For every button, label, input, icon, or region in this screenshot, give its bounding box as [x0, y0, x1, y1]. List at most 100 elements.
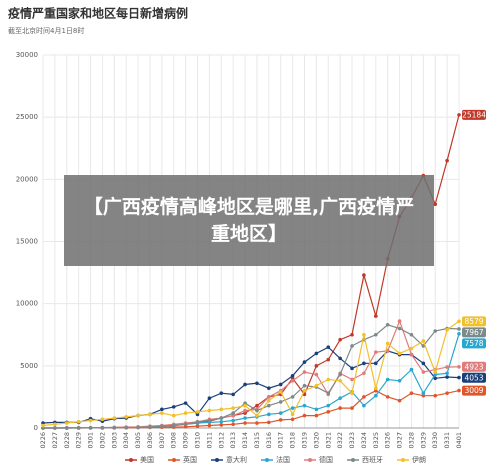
point	[64, 426, 69, 430]
point	[231, 411, 235, 415]
point	[302, 360, 307, 364]
point	[195, 410, 200, 414]
point	[88, 418, 93, 423]
point	[231, 422, 235, 427]
point	[421, 361, 426, 366]
series-line	[43, 333, 460, 429]
point	[267, 395, 271, 399]
point	[171, 413, 176, 418]
x-tick-label: 0307	[158, 432, 166, 449]
point	[231, 413, 235, 418]
point	[160, 411, 164, 415]
point	[326, 410, 331, 414]
y-tick-label: 5000	[20, 362, 38, 370]
point	[397, 326, 402, 331]
point	[255, 413, 259, 418]
y-tick-label: 25000	[16, 113, 38, 121]
point	[112, 416, 117, 420]
end-label-box	[462, 361, 486, 372]
end-label-box	[462, 372, 486, 383]
point	[433, 372, 438, 377]
point	[421, 391, 426, 395]
series-line	[42, 320, 460, 427]
point	[290, 376, 295, 381]
chart-title: 疫情严重国家和地区每日新增病例	[8, 6, 188, 21]
point	[457, 331, 461, 336]
point	[290, 395, 295, 399]
point	[362, 361, 366, 366]
point	[243, 403, 247, 408]
point	[112, 425, 117, 430]
point	[136, 425, 140, 430]
point	[445, 391, 449, 395]
point	[314, 383, 319, 388]
series-line	[42, 346, 460, 424]
point	[76, 419, 81, 424]
point	[374, 386, 378, 391]
y-tick-label: 30000	[16, 51, 38, 59]
point	[124, 415, 128, 419]
point	[231, 418, 235, 423]
end-label-box	[462, 338, 486, 349]
legend-marker	[172, 458, 176, 462]
point	[362, 403, 366, 408]
point	[195, 424, 200, 428]
point	[457, 375, 461, 380]
point	[207, 408, 212, 413]
x-tick-label: 0326	[384, 432, 392, 449]
point	[88, 425, 93, 430]
point	[385, 395, 390, 399]
x-tick-label: 0319	[300, 432, 308, 449]
point	[183, 411, 188, 415]
y-tick-label: 20000	[16, 175, 38, 183]
point	[255, 381, 259, 386]
point	[195, 419, 200, 424]
point	[160, 407, 164, 412]
x-tick-label: 0322	[336, 432, 344, 449]
point	[374, 361, 378, 366]
x-tick-label: 0226	[39, 432, 47, 449]
legend-label: 伊朗	[412, 455, 426, 464]
x-tick-label: 0310	[194, 432, 202, 449]
x-tick-label: 0303	[110, 432, 118, 449]
x-tick-label: 0312	[217, 432, 225, 449]
point	[350, 344, 354, 348]
point	[219, 407, 224, 412]
point	[231, 406, 235, 410]
x-tick-label: 0315	[253, 432, 261, 449]
x-tick-label: 0316	[265, 432, 273, 449]
x-tick-label: 0229	[75, 432, 83, 449]
point	[362, 371, 366, 376]
point	[255, 408, 259, 413]
point	[267, 398, 271, 403]
point	[362, 395, 366, 399]
legend-label: 西班牙	[362, 455, 383, 464]
point	[326, 357, 331, 362]
point	[302, 413, 307, 418]
legend-label: 法国	[276, 455, 290, 464]
x-tick-label: 0301	[87, 432, 95, 449]
point	[207, 423, 212, 428]
point	[374, 332, 378, 337]
point	[338, 356, 342, 361]
legend-marker	[129, 458, 133, 462]
end-label: 3009	[464, 386, 483, 395]
x-tick-label: 0320	[312, 432, 320, 449]
point	[397, 398, 402, 403]
point	[219, 419, 224, 424]
point	[278, 418, 283, 422]
point	[314, 413, 319, 418]
x-tick-label: 0317	[277, 432, 285, 449]
point	[243, 408, 247, 413]
point	[290, 378, 295, 383]
point	[302, 388, 307, 393]
point	[160, 424, 164, 428]
point	[433, 370, 438, 374]
point	[278, 411, 283, 415]
point	[457, 388, 461, 393]
x-tick-label: 0304	[122, 432, 130, 449]
point	[183, 401, 188, 405]
point	[41, 423, 45, 428]
point	[278, 400, 283, 404]
